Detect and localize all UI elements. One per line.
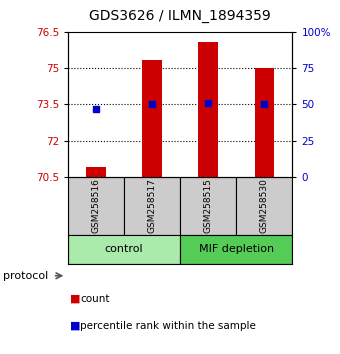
Text: ■: ■	[70, 321, 80, 331]
Text: GSM258530: GSM258530	[260, 178, 269, 233]
Bar	[180, 235, 292, 264]
Bar	[180, 177, 236, 235]
Bar	[68, 235, 180, 264]
Bar	[199, 41, 218, 177]
Text: percentile rank within the sample: percentile rank within the sample	[80, 321, 256, 331]
Bar	[142, 60, 162, 177]
Text: MIF depletion: MIF depletion	[199, 244, 274, 255]
Bar	[255, 68, 274, 177]
Bar	[68, 177, 124, 235]
Text: protocol: protocol	[3, 271, 49, 281]
Text: GDS3626 / ILMN_1894359: GDS3626 / ILMN_1894359	[89, 9, 271, 23]
Bar	[236, 177, 292, 235]
Text: GSM258516: GSM258516	[91, 178, 101, 233]
Text: GSM258515: GSM258515	[204, 178, 213, 233]
Bar	[124, 177, 180, 235]
Text: control: control	[105, 244, 143, 255]
Text: ■: ■	[70, 294, 80, 304]
Bar	[86, 167, 106, 177]
Text: GSM258517: GSM258517	[148, 178, 157, 233]
Text: count: count	[80, 294, 109, 304]
